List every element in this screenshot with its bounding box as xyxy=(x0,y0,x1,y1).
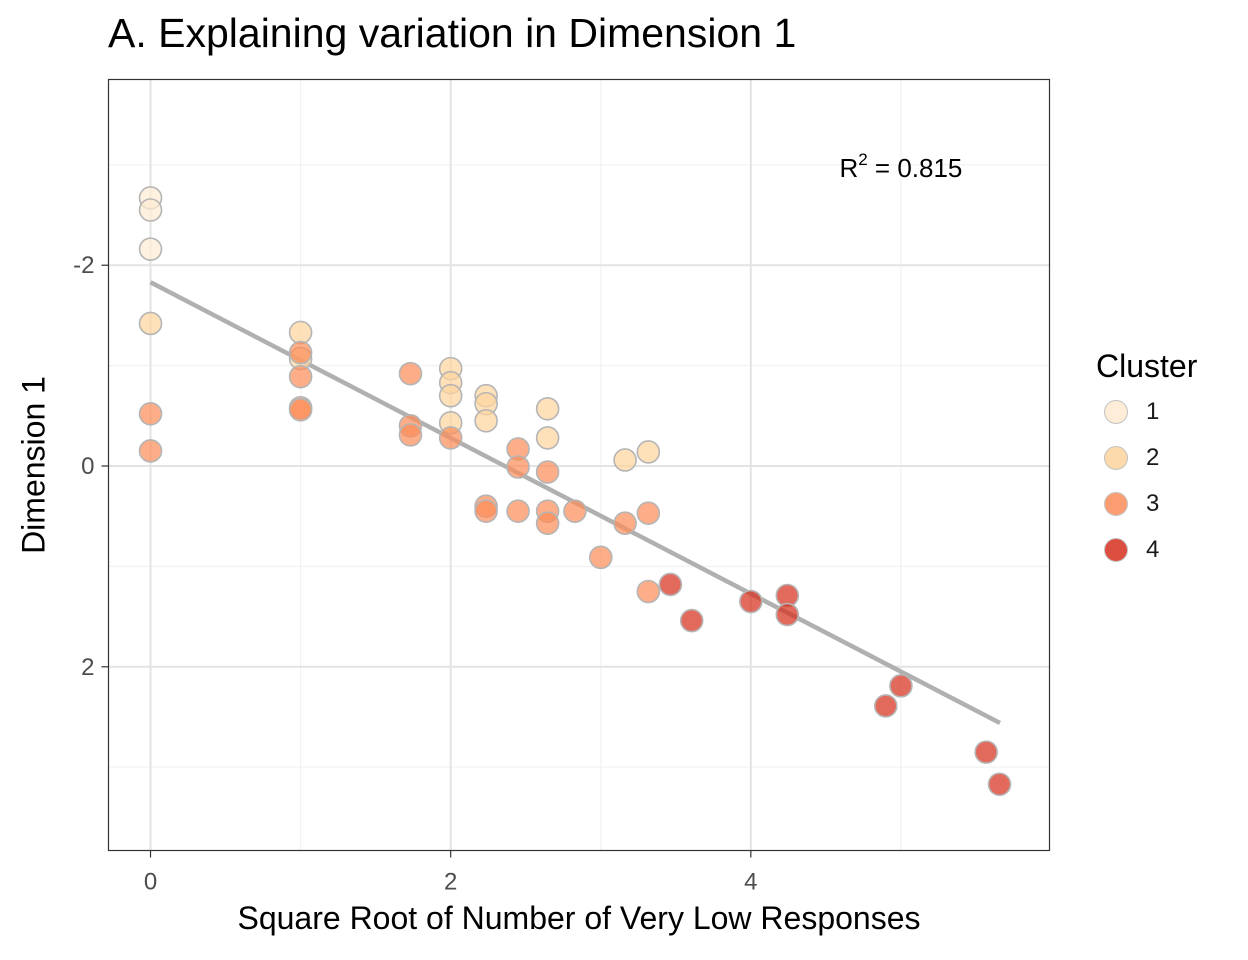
legend-item-cluster-1: 1 xyxy=(1096,389,1197,435)
data-point-cluster-2 xyxy=(474,409,498,433)
data-point-cluster-4 xyxy=(974,740,998,764)
data-point-cluster-3 xyxy=(288,340,313,365)
data-point-cluster-4 xyxy=(775,602,800,627)
legend: Cluster 1 2 3 4 xyxy=(1096,348,1197,573)
data-point-cluster-3 xyxy=(613,511,637,536)
data-point-cluster-4 xyxy=(739,589,763,614)
data-point-cluster-3 xyxy=(288,397,313,422)
data-point-cluster-2 xyxy=(613,448,637,472)
chart-title: A. Explaining variation in Dimension 1 xyxy=(108,10,797,56)
data-point-cluster-3 xyxy=(506,499,530,523)
data-point-cluster-3 xyxy=(588,545,613,570)
data-point-cluster-3 xyxy=(636,579,661,604)
x-tick-label: 0 xyxy=(144,869,157,896)
data-point-cluster-4 xyxy=(987,772,1012,797)
data-point-cluster-2 xyxy=(636,440,661,464)
r-squared-label: R xyxy=(839,153,858,183)
data-point-cluster-2 xyxy=(288,320,313,345)
data-point-cluster-2 xyxy=(535,426,560,450)
data-point-cluster-2 xyxy=(438,383,463,408)
y-axis-ticks: -2 0 2 xyxy=(73,252,109,681)
data-point-cluster-3 xyxy=(438,426,463,450)
x-tick-label: 4 xyxy=(744,869,757,896)
legend-label-cluster-1: 1 xyxy=(1146,398,1160,425)
data-point-cluster-3 xyxy=(535,511,560,536)
plot-border xyxy=(107,78,1051,852)
data-point-cluster-3 xyxy=(474,499,498,523)
x-axis-ticks: 0 2 4 xyxy=(144,850,758,896)
r-squared-annotation: R2 = 0.815 xyxy=(839,150,962,183)
data-point-cluster-4 xyxy=(679,608,704,633)
data-point-cluster-3 xyxy=(138,439,163,463)
data-point-cluster-3 xyxy=(636,501,661,525)
legend-key-cluster-2 xyxy=(1104,446,1128,470)
legend-key-cluster-1 xyxy=(1104,400,1128,424)
points-layer xyxy=(138,186,1012,797)
legend-key-cluster-4 xyxy=(1104,538,1128,562)
data-point-cluster-1 xyxy=(138,237,163,261)
data-point-cluster-3 xyxy=(535,460,560,484)
legend-label-cluster-4: 4 xyxy=(1146,536,1160,563)
legend-item-cluster-4: 4 xyxy=(1096,527,1197,573)
legend-label-cluster-2: 2 xyxy=(1146,444,1160,471)
data-point-cluster-3 xyxy=(138,402,163,426)
data-point-cluster-3 xyxy=(563,499,587,523)
data-point-cluster-3 xyxy=(398,423,423,447)
data-point-cluster-3 xyxy=(398,361,423,386)
legend-title: Cluster xyxy=(1096,348,1198,384)
r-squared-value: = 0.815 xyxy=(868,153,963,183)
y-tick-label: 0 xyxy=(81,453,94,480)
data-point-cluster-4 xyxy=(873,694,898,718)
plot-panel xyxy=(108,79,1050,851)
data-point-cluster-4 xyxy=(658,572,683,597)
y-tick-label: 2 xyxy=(81,654,94,681)
y-axis-title: Dimension 1 xyxy=(15,376,52,554)
legend-item-cluster-2: 2 xyxy=(1096,435,1197,481)
y-tick-label: -2 xyxy=(73,252,94,279)
data-point-cluster-2 xyxy=(535,396,560,421)
x-tick-label: 2 xyxy=(444,869,457,896)
data-point-cluster-2 xyxy=(138,311,163,336)
r-squared-superscript: 2 xyxy=(858,150,867,169)
data-point-cluster-3 xyxy=(288,364,313,389)
legend-label-cluster-3: 3 xyxy=(1146,490,1160,517)
legend-item-cluster-3: 3 xyxy=(1096,481,1197,527)
legend-key-cluster-3 xyxy=(1104,492,1128,516)
data-point-cluster-4 xyxy=(889,674,913,698)
x-axis-title: Square Root of Number of Very Low Respon… xyxy=(237,900,921,936)
grid-minor xyxy=(108,79,1050,851)
data-point-cluster-3 xyxy=(506,455,530,479)
data-point-cluster-1 xyxy=(138,198,163,222)
